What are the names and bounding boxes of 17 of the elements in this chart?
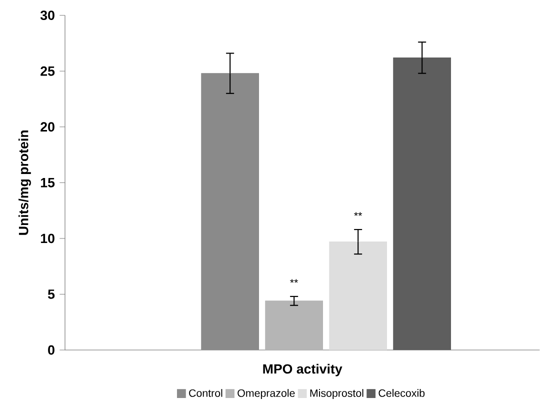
y-tick-label: 25 <box>40 66 55 76</box>
legend-label: Omeprazole <box>238 389 295 400</box>
legend-label: Control <box>189 389 222 397</box>
y-tick-label: 5 <box>48 290 55 299</box>
x-axis-title: MPO activity <box>263 364 342 376</box>
y-tick-label: 20 <box>40 122 54 132</box>
y-tick-label: 30 <box>40 10 54 20</box>
bar <box>201 73 260 350</box>
bar <box>265 300 324 350</box>
legend-label: Misoprostol <box>310 389 364 400</box>
y-axis-title: Units/mg protein <box>18 130 31 235</box>
y-tick-label: 0 <box>48 345 54 355</box>
legend-label: Celecoxib <box>378 389 425 397</box>
y-tick-label: 10 <box>40 234 54 244</box>
y-tick-label: 15 <box>40 178 55 188</box>
data-label: ** <box>354 212 362 216</box>
data-label: ** <box>290 279 298 283</box>
